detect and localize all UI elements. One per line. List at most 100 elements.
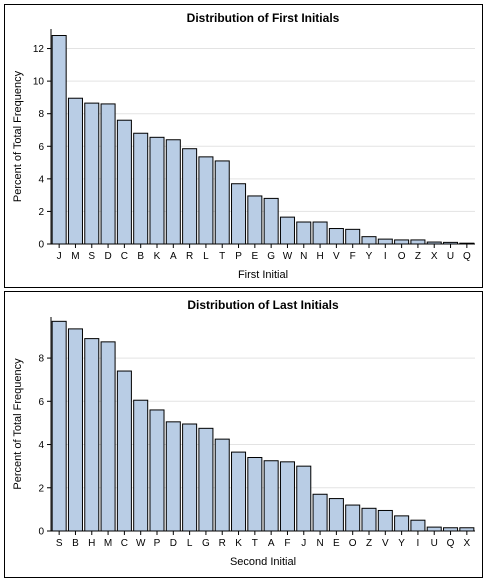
bar-d	[100, 103, 116, 245]
bar-s	[84, 102, 100, 245]
bar-b	[67, 328, 83, 532]
y-tick-label: 0	[38, 527, 44, 538]
x-tick-label: T	[252, 538, 258, 549]
bar-e	[328, 498, 344, 532]
x-tick-label: P	[235, 251, 242, 262]
bar-p	[231, 183, 247, 245]
x-tick-label: B	[72, 538, 79, 549]
bar-u	[426, 526, 442, 532]
bar-m	[100, 341, 116, 532]
x-tick-label: T	[219, 251, 225, 262]
bar-e	[247, 195, 263, 245]
bar-o	[394, 239, 410, 245]
x-tick-label: L	[187, 538, 193, 549]
x-tick-label: K	[154, 251, 161, 262]
bar-h	[312, 221, 328, 245]
x-tick-label: F	[350, 251, 356, 262]
x-tick-label: K	[235, 538, 242, 549]
x-tick-label: P	[154, 538, 161, 549]
y-tick-label: 0	[38, 240, 44, 251]
y-tick-label: 10	[33, 77, 45, 88]
x-tick-label: Y	[398, 538, 405, 549]
first-initials-chart-svg: Distribution of First Initials 0 2 4 6 8 10 12 J…	[12, 11, 475, 281]
chart-title: Distribution of Last Initials	[187, 298, 339, 312]
x-tick-label: M	[104, 538, 112, 549]
x-tick-label: B	[137, 251, 144, 262]
x-tick-label: S	[88, 251, 95, 262]
x-tick-label: E	[333, 538, 340, 549]
x-tick-label: I	[384, 251, 387, 262]
x-tick-label: V	[333, 251, 340, 262]
y-tick-label: 8	[38, 109, 44, 120]
bar-c	[116, 119, 132, 245]
y-tick-label: 8	[38, 354, 44, 365]
last-initials-chart-svg: Distribution of Last Initials 0 2 4 6 8 S B H M C W…	[12, 298, 475, 568]
y-axis-label: Percent of Total Frequency	[12, 70, 24, 202]
x-tick-label: D	[104, 251, 111, 262]
x-tick-label: R	[219, 538, 226, 549]
bar-k	[231, 451, 247, 532]
bar-h	[84, 338, 100, 532]
bar-n	[312, 493, 328, 532]
bar-g	[198, 427, 214, 532]
bar-f	[345, 228, 361, 245]
y-tick-label: 2	[38, 207, 44, 218]
bar-t	[214, 160, 230, 245]
bar-i	[377, 238, 393, 245]
x-tick-label: O	[349, 538, 357, 549]
x-tick-label: C	[121, 538, 128, 549]
bar-z	[361, 507, 377, 532]
x-tick-label: A	[268, 538, 275, 549]
x-tick-label: F	[284, 538, 290, 549]
bar-w	[279, 216, 295, 245]
x-tick-label: W	[283, 251, 293, 262]
x-tick-label: M	[71, 251, 79, 262]
x-tick-label: Z	[415, 251, 421, 262]
bar-k	[149, 136, 165, 245]
bar-b	[133, 132, 149, 245]
bar-m	[67, 97, 83, 245]
x-tick-label: H	[88, 538, 95, 549]
x-tick-label: V	[382, 538, 389, 549]
bar-y	[361, 236, 377, 245]
x-tick-label: X	[464, 538, 471, 549]
bar-y	[394, 515, 410, 532]
chart-title: Distribution of First Initials	[187, 11, 340, 25]
y-tick-label: 6	[38, 142, 44, 153]
y-axis-label: Percent of Total Frequency	[12, 358, 24, 490]
y-tick-label: 6	[38, 397, 44, 408]
bar-c	[116, 370, 132, 532]
x-tick-label: R	[186, 251, 193, 262]
x-tick-label: J	[57, 251, 62, 262]
y-tick-label: 4	[38, 174, 44, 185]
last-initials-chart: Distribution of Last Initials 0 2 4 6 8 S B H M C W…	[4, 291, 483, 578]
bar-l	[182, 423, 198, 532]
bar-a	[263, 460, 279, 532]
bar-i	[410, 519, 426, 532]
x-axis-label: First Initial	[238, 269, 288, 281]
x-tick-label: X	[431, 251, 438, 262]
x-tick-label: S	[56, 538, 63, 549]
x-tick-label: I	[417, 538, 420, 549]
x-tick-label: Z	[366, 538, 372, 549]
x-tick-label: G	[202, 538, 210, 549]
bar-j	[51, 35, 67, 245]
bar-s	[51, 320, 67, 532]
bar-v	[328, 228, 344, 245]
bar-w	[133, 399, 149, 532]
x-tick-label: N	[316, 538, 323, 549]
x-tick-label: L	[203, 251, 209, 262]
x-tick-label: C	[121, 251, 128, 262]
x-tick-label: A	[170, 251, 177, 262]
bar-p	[149, 409, 165, 532]
x-tick-label: W	[136, 538, 146, 549]
x-tick-label: N	[300, 251, 307, 262]
bar-n	[296, 221, 312, 245]
bar-o	[345, 504, 361, 532]
first-initials-chart: Distribution of First Initials 0 2 4 6 8 10 12 J…	[4, 4, 483, 288]
y-tick-label: 12	[33, 44, 45, 55]
bar-t	[247, 457, 263, 532]
bar-j	[296, 465, 312, 532]
bar-f	[279, 461, 295, 532]
